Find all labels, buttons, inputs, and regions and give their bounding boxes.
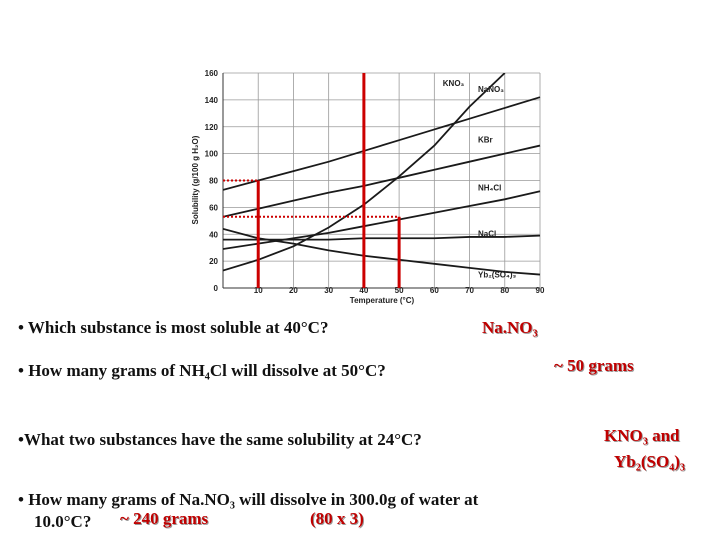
- question: •What two substances have the same solub…: [18, 430, 422, 449]
- x-tick-label: 70: [465, 286, 474, 295]
- answer: ~ 50 grams: [554, 356, 634, 375]
- y-tick-label: 40: [209, 230, 218, 239]
- answer: Yb₂(SO₄)₃: [614, 452, 685, 471]
- y-tick-label: 20: [209, 257, 218, 266]
- solubility-chart: 0 20 40 60 80 100 120 140 160 10 20 30 40 50 60 70 80 90 K…: [205, 69, 545, 295]
- answer: ~ 240 grams: [120, 509, 209, 528]
- x-tick-label: 10: [254, 286, 263, 295]
- y-tick-label: 0: [214, 284, 219, 293]
- x-tick-label: 90: [536, 286, 545, 295]
- answer: Na.NO₃: [482, 318, 538, 337]
- series-line: [223, 228, 541, 276]
- y-tick-label: 60: [209, 203, 218, 212]
- y-tick-label: 80: [209, 177, 218, 186]
- x-tick-label: 30: [324, 286, 333, 295]
- x-tick-label: 20: [289, 286, 298, 295]
- series-label: Yb₂(SO₄)₃: [478, 271, 516, 280]
- series-label: KBr: [478, 136, 493, 145]
- series-label: NaNO₃: [478, 85, 504, 94]
- series-label: KNO₃: [443, 79, 465, 88]
- series-line: [223, 234, 541, 241]
- question: • How many grams of NH₄Cl will dissolve …: [18, 361, 386, 380]
- y-tick-label: 120: [205, 123, 219, 132]
- x-tick-label: 50: [395, 286, 404, 295]
- y-axis-label: Solubility (g/100 g H₂O): [191, 135, 200, 224]
- y-tick-label: 140: [205, 96, 219, 105]
- x-tick-label: 60: [430, 286, 439, 295]
- answer: KNO₃ and: [604, 426, 680, 445]
- x-tick-label: 80: [500, 286, 509, 295]
- series-label: NH₄Cl: [478, 183, 501, 192]
- series-label: NaCl: [478, 230, 496, 239]
- x-axis-label: Temperature (°C): [350, 296, 415, 305]
- series-line: [223, 96, 541, 191]
- y-tick-label: 100: [205, 150, 219, 159]
- question: • How many grams of Na.NO₃ will dissolve…: [18, 490, 479, 509]
- series-line: [223, 144, 541, 218]
- x-tick-label: 40: [359, 286, 368, 295]
- answer: (80 x 3): [310, 509, 364, 528]
- y-tick-label: 160: [205, 69, 219, 78]
- question: • Which substance is most soluble at 40°…: [18, 318, 328, 337]
- question: 10.0°C?: [34, 512, 91, 531]
